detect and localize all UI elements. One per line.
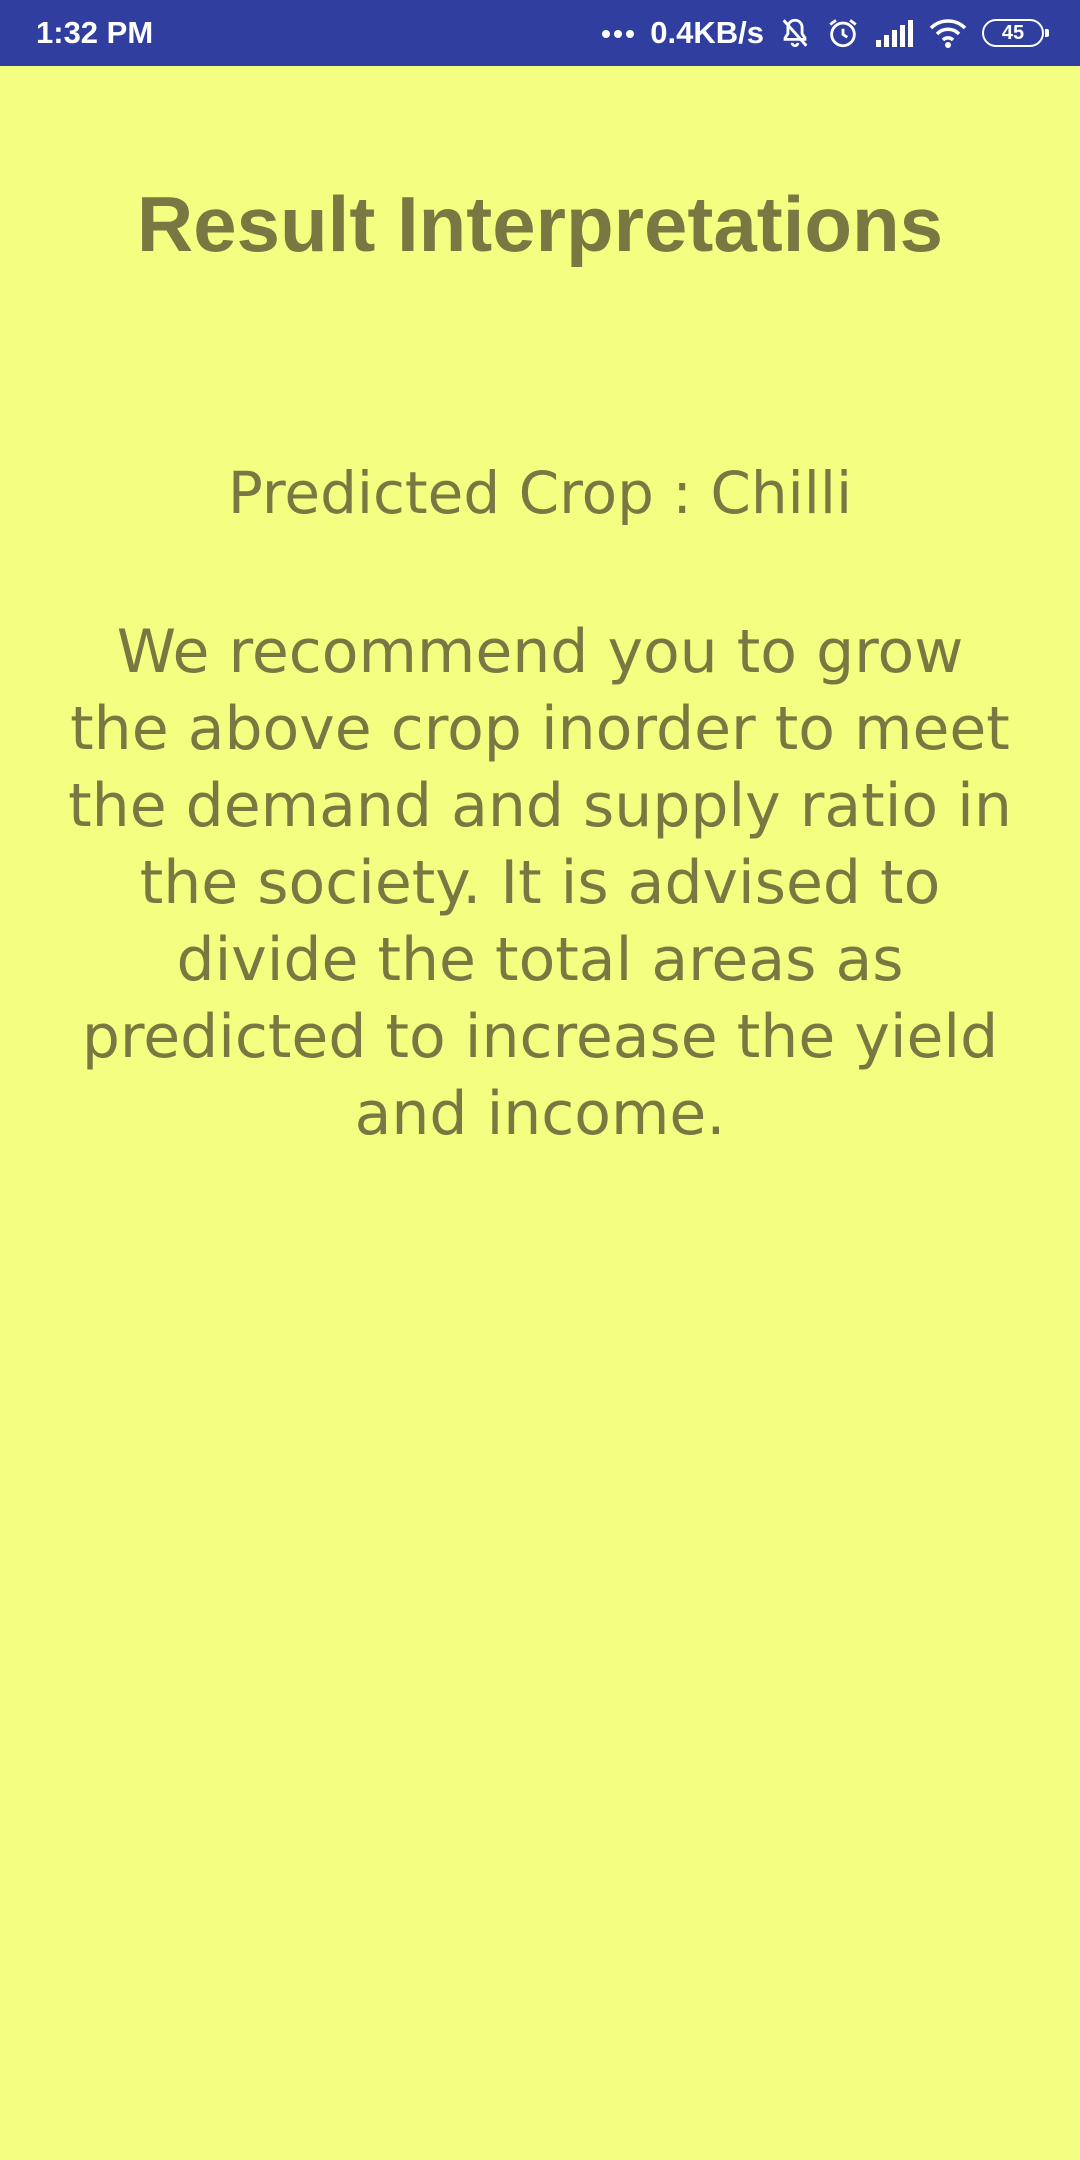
signal-bars-icon [876, 20, 913, 47]
bell-muted-icon [782, 18, 808, 48]
status-time: 1:32 PM [36, 15, 154, 50]
wifi-icon [929, 19, 967, 48]
status-icons: 0.4KB/s 45 [600, 15, 1049, 51]
status-bar: 1:32 PM 0.4KB/s [0, 0, 1080, 66]
battery-icon: 45 [982, 19, 1049, 47]
recommendation-text: We recommend you to grow the above crop … [68, 617, 1012, 1149]
page-title: Result Interpretations [136, 180, 944, 268]
more-dots-icon [602, 30, 635, 38]
alarm-clock-icon [829, 19, 857, 48]
predicted-crop-label: Predicted Crop : Chilli [227, 459, 853, 527]
battery-level: 45 [1001, 22, 1025, 44]
network-speed: 0.4KB/s [650, 15, 764, 50]
